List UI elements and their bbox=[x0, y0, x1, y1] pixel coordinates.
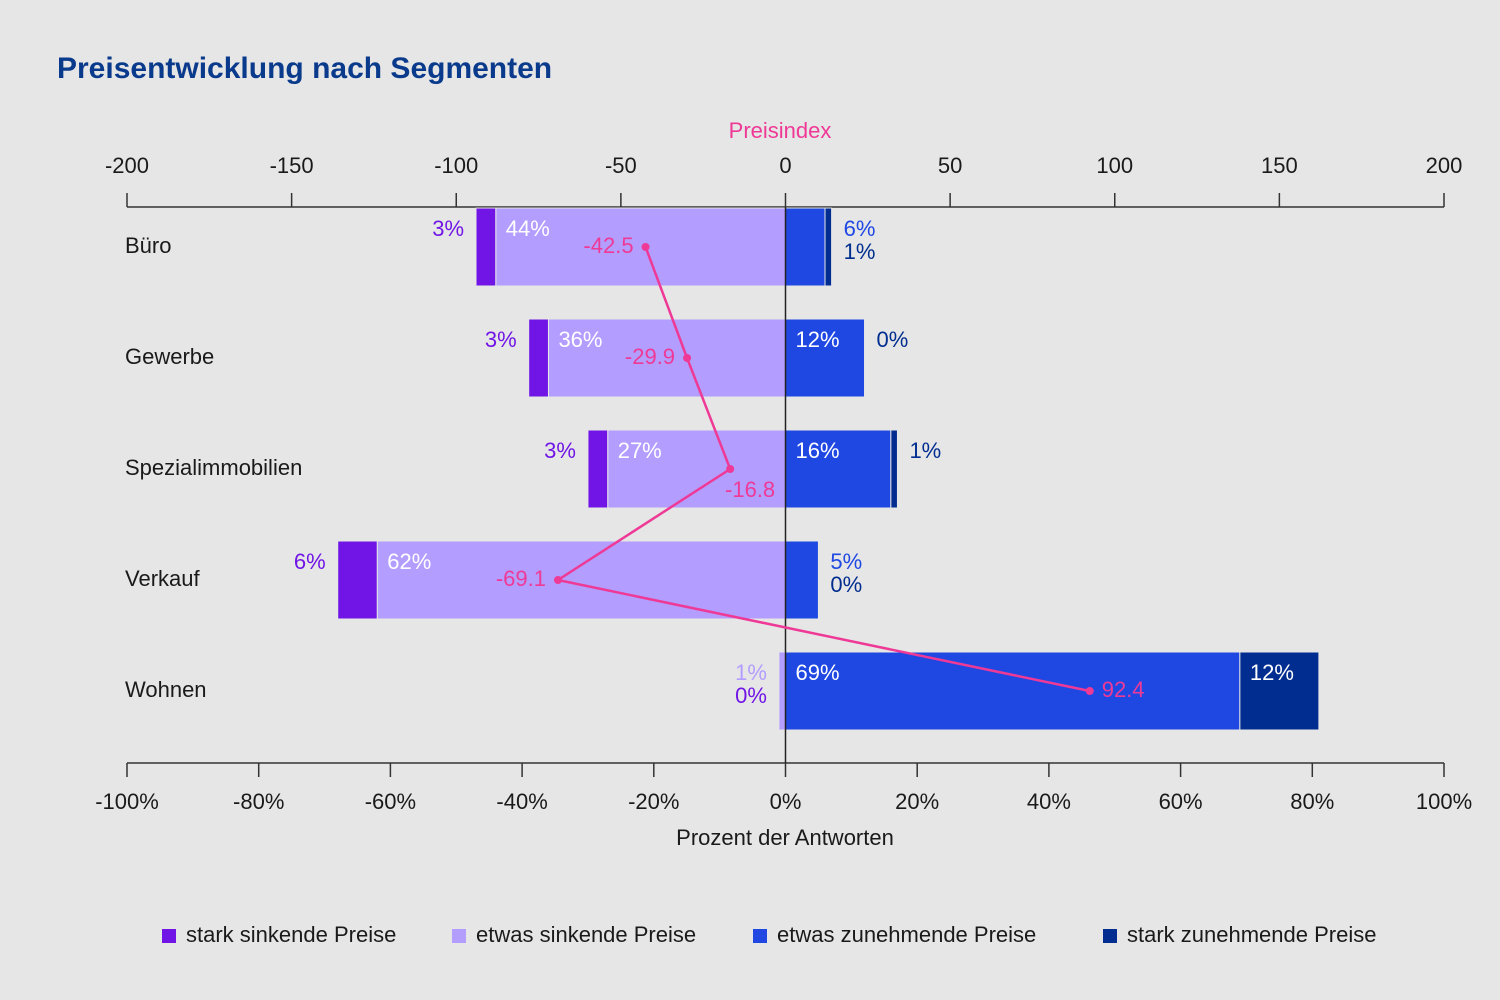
line-label: -16.8 bbox=[725, 477, 775, 502]
x2-tick-label: 100 bbox=[1096, 153, 1133, 178]
bar bbox=[587, 429, 609, 509]
category-label: Spezialimmobilien bbox=[125, 455, 302, 480]
bar bbox=[785, 207, 826, 287]
x-tick-label: -80% bbox=[233, 789, 284, 814]
bar bbox=[778, 651, 786, 731]
legend-label: etwas zunehmende Preise bbox=[777, 922, 1036, 947]
x2-axis-title: Preisindex bbox=[729, 118, 832, 143]
bar bbox=[547, 318, 786, 398]
value-label: 6% bbox=[294, 549, 326, 574]
x-tick-label: 0% bbox=[770, 789, 802, 814]
value-label: 27% bbox=[618, 438, 662, 463]
legend-label: etwas sinkende Preise bbox=[476, 922, 696, 947]
bar bbox=[890, 429, 898, 509]
value-label: 3% bbox=[432, 216, 464, 241]
value-label: 12% bbox=[1250, 660, 1294, 685]
legend-swatch bbox=[162, 929, 176, 943]
bar bbox=[785, 429, 892, 509]
x-tick-label: 100% bbox=[1416, 789, 1472, 814]
bar bbox=[495, 207, 786, 287]
legend-swatch bbox=[452, 929, 466, 943]
value-label: 1% bbox=[844, 239, 876, 264]
x2-tick-label: 50 bbox=[938, 153, 962, 178]
x-tick-label: -20% bbox=[628, 789, 679, 814]
line-point bbox=[641, 243, 650, 251]
chart-title: Preisentwicklung nach Segmenten bbox=[57, 52, 552, 85]
value-label: 3% bbox=[544, 438, 576, 463]
x-tick-label: 60% bbox=[1159, 789, 1203, 814]
bar bbox=[785, 540, 819, 620]
line-point bbox=[726, 465, 735, 473]
x-axis-title: Prozent der Antworten bbox=[676, 825, 894, 850]
line-label: -29.9 bbox=[625, 344, 675, 369]
legend-swatch bbox=[753, 929, 767, 943]
bar bbox=[824, 207, 833, 287]
value-label: 62% bbox=[387, 549, 431, 574]
bar bbox=[785, 318, 866, 398]
x2-tick-label: -150 bbox=[270, 153, 314, 178]
x-tick-label: -60% bbox=[365, 789, 416, 814]
line-label: -42.5 bbox=[583, 233, 633, 258]
value-label: 1% bbox=[735, 660, 767, 685]
bar bbox=[376, 540, 786, 620]
line-point bbox=[1085, 687, 1094, 695]
value-label: 0% bbox=[830, 572, 862, 597]
x-tick-label: -40% bbox=[496, 789, 547, 814]
value-label: 0% bbox=[735, 683, 767, 708]
value-label: 3% bbox=[485, 327, 517, 352]
bar bbox=[1239, 651, 1320, 731]
bar bbox=[785, 651, 1241, 731]
x2-tick-label: -100 bbox=[434, 153, 478, 178]
value-label: 44% bbox=[506, 216, 550, 241]
x-tick-label: 20% bbox=[895, 789, 939, 814]
x2-tick-label: -50 bbox=[605, 153, 637, 178]
line-point bbox=[683, 354, 692, 362]
category-label: Wohnen bbox=[125, 677, 207, 702]
value-label: 12% bbox=[796, 327, 840, 352]
value-label: 36% bbox=[558, 327, 602, 352]
bar bbox=[475, 207, 497, 287]
x2-tick-label: 0 bbox=[779, 153, 791, 178]
legend-label: stark zunehmende Preise bbox=[1127, 922, 1376, 947]
bar bbox=[528, 318, 549, 398]
bar bbox=[337, 540, 378, 620]
value-label: 5% bbox=[830, 549, 862, 574]
line-point bbox=[553, 576, 562, 584]
x2-tick-label: 150 bbox=[1261, 153, 1298, 178]
x-tick-label: 80% bbox=[1290, 789, 1334, 814]
value-label: 16% bbox=[796, 438, 840, 463]
x2-tick-label: 200 bbox=[1426, 153, 1463, 178]
category-label: Büro bbox=[125, 233, 171, 258]
x-tick-label: -100% bbox=[95, 789, 159, 814]
legend-label: stark sinkende Preise bbox=[186, 922, 396, 947]
category-label: Verkauf bbox=[125, 566, 200, 591]
value-label: 0% bbox=[877, 327, 909, 352]
line-label: 92.4 bbox=[1102, 677, 1145, 702]
category-label: Gewerbe bbox=[125, 344, 214, 369]
x2-tick-label: -200 bbox=[105, 153, 149, 178]
x-tick-label: 40% bbox=[1027, 789, 1071, 814]
bar bbox=[607, 429, 787, 509]
legend-swatch bbox=[1103, 929, 1117, 943]
line-label: -69.1 bbox=[496, 566, 546, 591]
value-label: 1% bbox=[909, 438, 941, 463]
value-label: 6% bbox=[844, 216, 876, 241]
value-label: 69% bbox=[796, 660, 840, 685]
